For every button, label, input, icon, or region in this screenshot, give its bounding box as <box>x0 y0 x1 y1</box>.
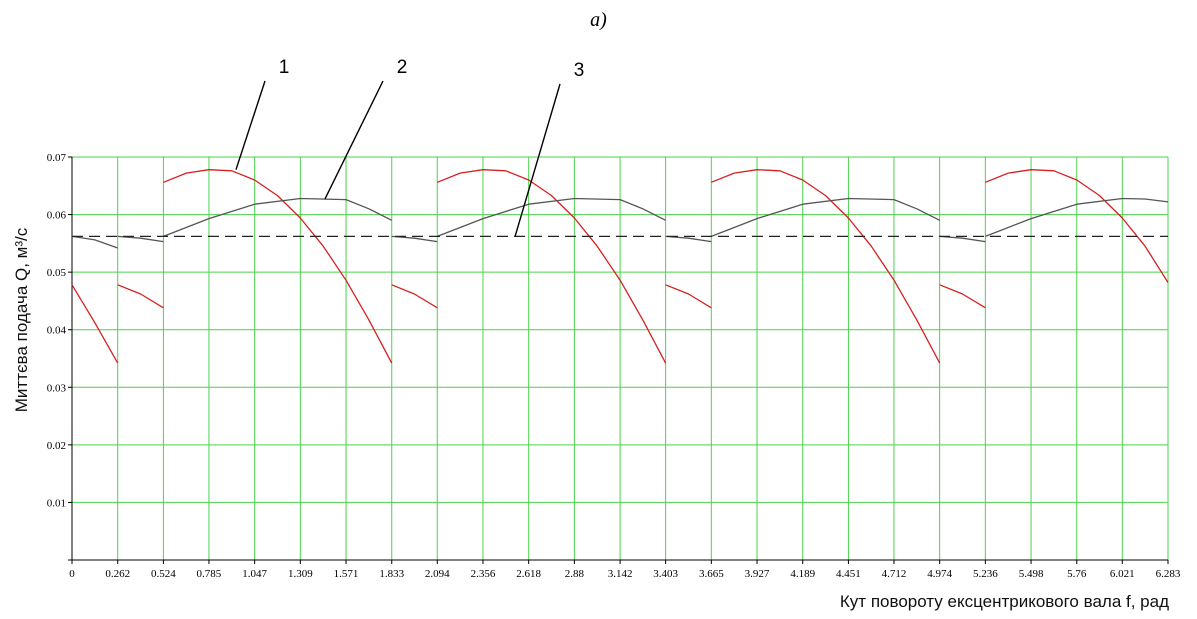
series-2-line <box>665 235 712 243</box>
series-1-line <box>711 169 941 364</box>
x-tick-label: 6.283 <box>1156 568 1181 580</box>
x-tick-label: 0.524 <box>151 568 176 580</box>
y-tick-label: 0.06 <box>47 210 67 222</box>
series-2-line <box>939 235 986 243</box>
series-1-line <box>437 169 667 364</box>
x-tick-label: 4.451 <box>836 568 861 580</box>
series-2-line <box>391 235 438 243</box>
x-tick-label: 5.498 <box>1019 568 1044 580</box>
series-2-line <box>163 197 392 238</box>
x-tick-label: 4.974 <box>927 568 952 580</box>
x-tick-label: 0.262 <box>105 568 130 580</box>
y-tick-label: 0.05 <box>47 267 67 279</box>
x-tick-label: 6.021 <box>1110 568 1135 580</box>
x-tick-label: 5.76 <box>1067 568 1087 580</box>
x-tick-label: 2.356 <box>471 568 496 580</box>
x-tick-label: 1.833 <box>379 568 404 580</box>
series-1-line <box>985 169 1169 283</box>
x-tick-label: 5.236 <box>973 568 998 580</box>
y-axis-label: Миттєва подача Q, м³/с <box>12 227 31 413</box>
y-tick-label: 0.02 <box>47 440 66 452</box>
series-1-line <box>71 284 119 364</box>
x-tick-label: 1.047 <box>242 568 267 580</box>
x-tick-label: 3.403 <box>653 568 678 580</box>
x-tick-label: 3.142 <box>608 568 633 580</box>
figure-caption: a) <box>590 9 607 31</box>
x-tick-label: 4.189 <box>790 568 815 580</box>
x-tick-label: 3.665 <box>699 568 724 580</box>
callout-leader-2 <box>324 80 384 200</box>
y-tick-label: 0.01 <box>47 497 66 509</box>
x-tick-label: 0 <box>69 568 75 580</box>
x-axis-label: Кут повороту ексцентрикового вала f, рад <box>839 592 1169 611</box>
y-tick-label: 0.03 <box>47 382 67 394</box>
y-tick-label: 0.04 <box>47 325 67 337</box>
series <box>71 169 1169 364</box>
x-tick-label: 1.309 <box>288 568 313 580</box>
x-tick-label: 2.88 <box>565 568 585 580</box>
series-1-line <box>163 169 393 364</box>
x-tick-label: 4.712 <box>882 568 907 580</box>
series-1-line <box>117 284 164 309</box>
grid <box>72 156 1169 560</box>
axes: 0 0.262 0.524 0.785 1.047 1.309 1.571 1.833 2.09… <box>47 152 1181 580</box>
x-tick-label: 3.927 <box>745 568 770 580</box>
x-tick-label: 1.571 <box>334 568 359 580</box>
callout-label-3: 3 <box>574 60 585 81</box>
callout-label-2: 2 <box>397 57 408 78</box>
callouts: 1 2 3 <box>235 57 585 237</box>
series-1-line <box>939 284 986 309</box>
series-2-line <box>985 197 1169 238</box>
series-2-line <box>711 197 940 238</box>
series-2-line <box>437 197 666 238</box>
series-2-line <box>71 235 118 249</box>
x-tick-label: 0.785 <box>197 568 222 580</box>
x-tick-label: 2.094 <box>425 568 450 580</box>
series-2-line <box>117 235 164 243</box>
y-tick-label: 0.07 <box>47 152 67 164</box>
x-tick-label: 2.618 <box>516 568 541 580</box>
callout-leader-1 <box>235 80 266 170</box>
callout-leader-3 <box>514 83 561 237</box>
callout-label-1: 1 <box>279 57 290 78</box>
series-1-line <box>391 284 438 309</box>
series-1-line <box>665 284 712 309</box>
